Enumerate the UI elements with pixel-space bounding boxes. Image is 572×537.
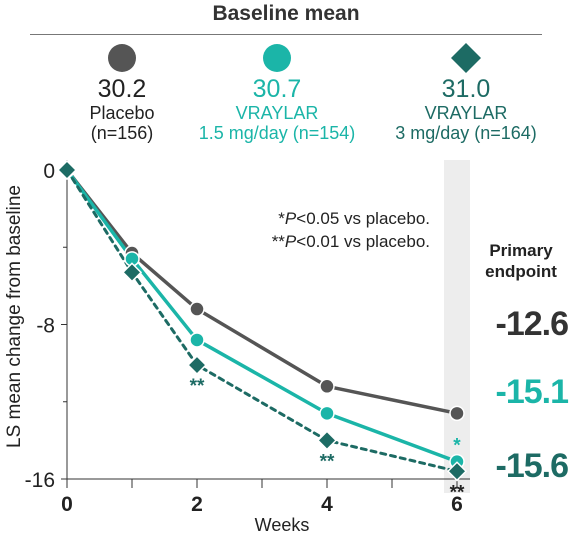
data-point-s0-x4 <box>319 378 335 395</box>
legend-entry: 30.7 VRAYLAR 1.5 mg/day (n=154) <box>177 42 377 143</box>
legend-baseline-value: 31.0 <box>441 75 491 103</box>
significance-marker-3: ** <box>450 482 465 503</box>
y-tick-label: -16 <box>25 469 55 492</box>
legend-marker <box>108 44 136 72</box>
legend-sample-size: 1.5 mg/day (n=154) <box>198 123 356 143</box>
data-point-s0-x6 <box>449 405 465 422</box>
data-point-s1-x4 <box>319 405 335 422</box>
footnote-p005: *P<0.05 vs placebo. <box>278 209 430 228</box>
legend-entry: 30.2 Placebo (n=156) <box>22 42 222 143</box>
x-tick-label: 2 <box>191 493 203 516</box>
x-tick-label: 0 <box>61 493 73 516</box>
data-point-s0-x2 <box>189 301 205 317</box>
heading-rule <box>30 34 542 35</box>
legend-marker-shape <box>263 44 291 72</box>
x-tick-label: 6 <box>451 493 463 516</box>
data-point-s2-x0 <box>56 159 78 181</box>
legend-marker-shape <box>108 44 136 72</box>
primary-endpoint-line1: Primary <box>489 241 553 260</box>
legend-marker <box>451 43 481 73</box>
primary-endpoint-band <box>444 160 470 493</box>
baseline-heading: Baseline mean <box>212 2 360 25</box>
endpoint-value-2: -15.6 <box>495 447 569 485</box>
legend-sample-size: (n=156) <box>90 123 154 143</box>
legend-baseline-value: 30.2 <box>97 75 147 103</box>
x-axis-label: Weeks <box>255 515 310 535</box>
legend-name: Placebo <box>89 103 155 123</box>
legend-entry: 31.0 VRAYLAR 3 mg/day (n=164) <box>366 42 566 143</box>
y-tick-label: 0 <box>43 160 55 183</box>
data-point-s2-x6 <box>446 461 468 482</box>
x-tick-label: 4 <box>321 493 333 516</box>
y-tick-label: -8 <box>36 315 55 338</box>
legend-marker <box>263 44 291 72</box>
significance-marker-0: ** <box>190 376 205 397</box>
legend-name: VRAYLAR <box>424 103 508 123</box>
data-point-s1-x2 <box>189 332 205 348</box>
endpoint-value-1: -15.1 <box>495 373 569 411</box>
legend-marker-shape <box>451 43 481 73</box>
data-point-s2-x4 <box>316 430 338 451</box>
legend-baseline-value: 30.7 <box>252 75 302 103</box>
primary-endpoint-label: Primary endpoint <box>476 240 566 282</box>
significance-marker-2: * <box>453 436 461 457</box>
legend-name: VRAYLAR <box>235 103 319 123</box>
legend-sample-size: 3 mg/day (n=164) <box>395 123 537 143</box>
data-point-s2-x2 <box>186 354 208 376</box>
y-axis-label: LS mean change from baseline <box>4 185 25 448</box>
footnote-p001: **P<0.01 vs placebo. <box>271 232 430 251</box>
endpoint-value-0: -12.6 <box>495 305 569 343</box>
primary-endpoint-line2: endpoint <box>485 262 557 281</box>
significance-marker-1: ** <box>320 451 335 472</box>
data-point-s2-x1 <box>121 262 143 283</box>
